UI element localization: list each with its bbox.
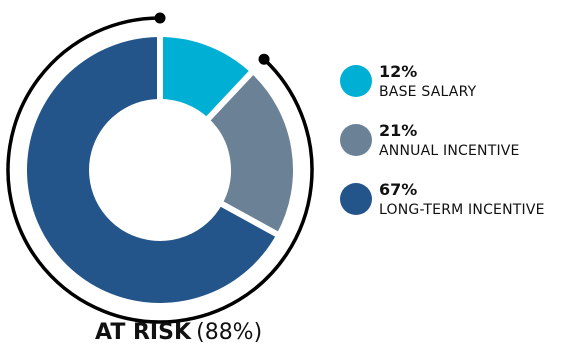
legend-swatch-annual-incentive — [340, 124, 372, 156]
legend-swatch-long-term-incentive — [340, 183, 372, 215]
legend-label-long-term-incentive: LONG-TERM INCENTIVE — [379, 202, 545, 218]
donut-slice-annual-incentive — [203, 67, 299, 239]
legend-pct-base-salary: 12% — [379, 62, 418, 81]
legend-pct-annual-incentive: 21% — [379, 121, 418, 140]
donut-slice-long-term-incentive — [21, 31, 283, 309]
legend-pct-long-term-incentive: 67% — [379, 180, 418, 199]
legend-label-annual-incentive: ANNUAL INCENTIVE — [379, 143, 520, 159]
at-risk-title: AT RISK — [95, 320, 192, 345]
legend-swatch-base-salary — [340, 65, 372, 97]
at-risk-bracket-start-dot — [154, 12, 166, 24]
at-risk-label: AT RISK (88%) — [95, 320, 262, 345]
legend-label-base-salary: BASE SALARY — [379, 84, 477, 100]
at-risk-bracket-arc — [6, 16, 314, 324]
at-risk-bracket-end-dot — [258, 53, 270, 65]
at-risk-percent: (88%) — [196, 320, 263, 345]
